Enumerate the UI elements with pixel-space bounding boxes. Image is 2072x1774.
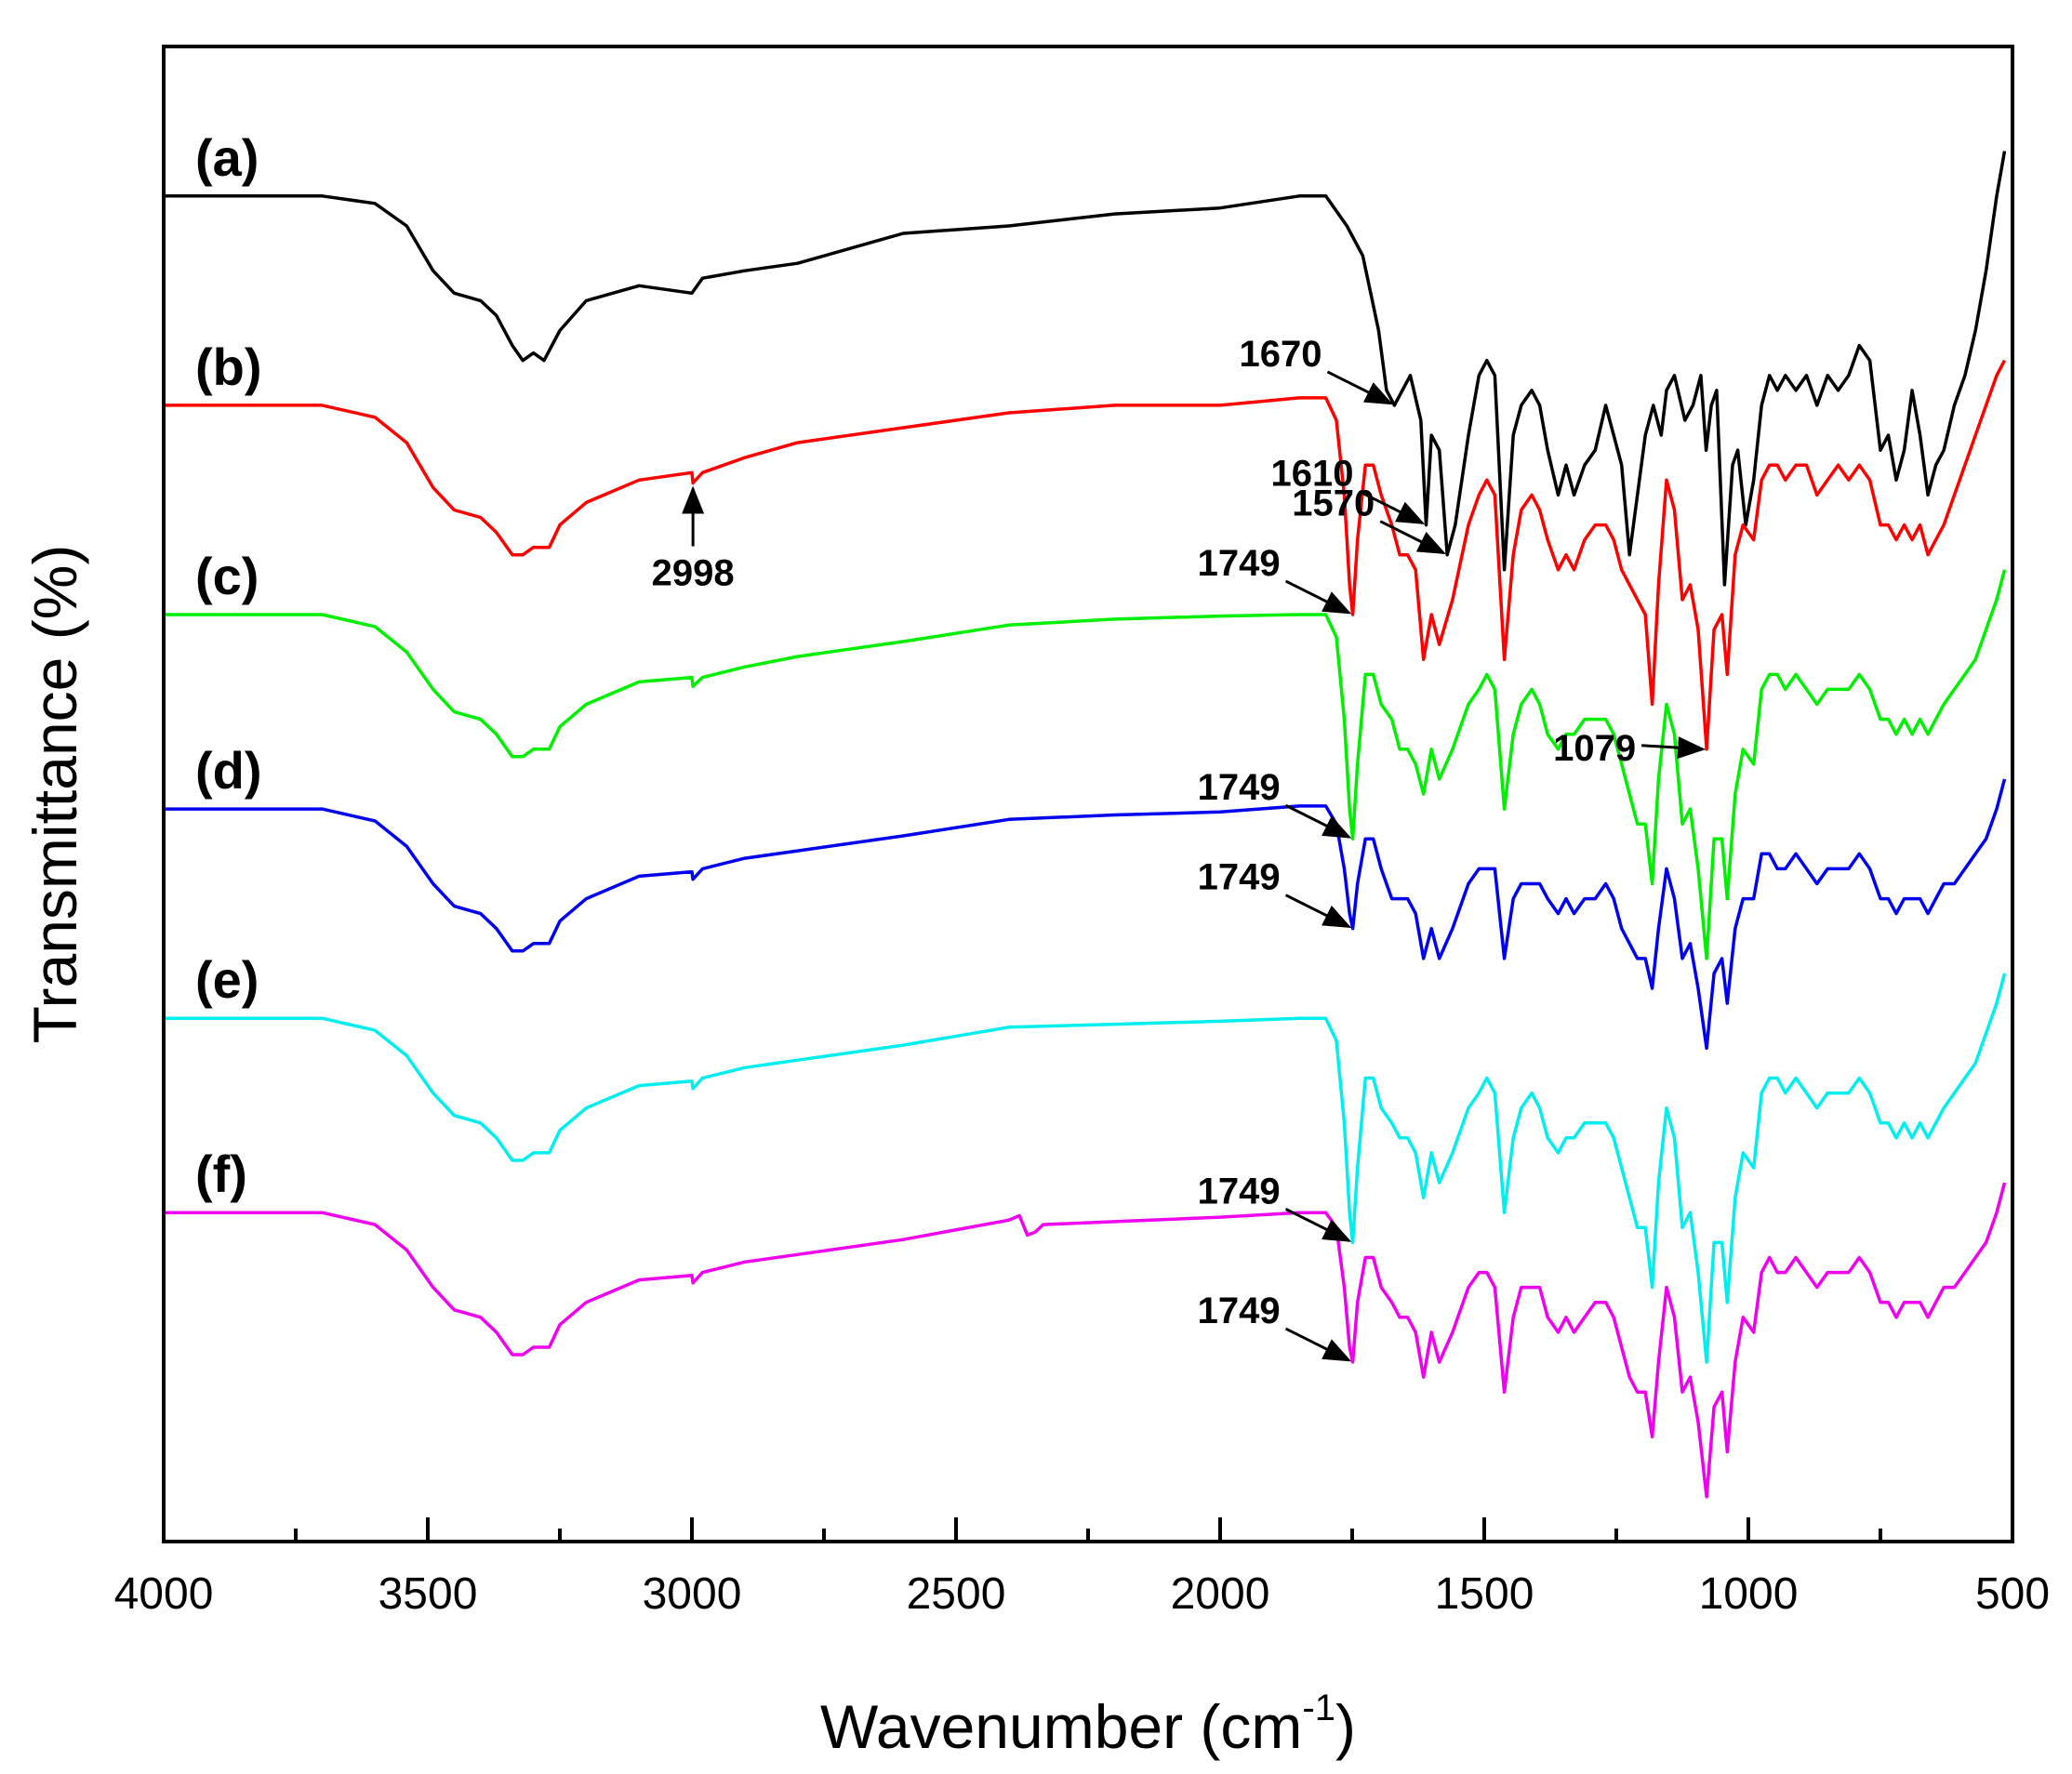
annotation-label: 1749 <box>1198 1291 1281 1331</box>
annotation-arrow <box>1284 894 1352 929</box>
annotation-arrow <box>1379 520 1446 555</box>
annotation-arrow <box>1641 736 1707 760</box>
x-axis-title-close: ) <box>1335 1692 1356 1761</box>
annotation-arrow <box>1284 1327 1352 1362</box>
annotation-arrow <box>1284 1208 1352 1242</box>
annotation-label: 1749 <box>1198 543 1281 584</box>
annotation-arrow <box>1284 579 1352 615</box>
series-label-layer: (a) (b) (c) (d) (e) (f) <box>195 128 262 1203</box>
series-label: (e) <box>195 950 259 1009</box>
x-tick-label: 500 <box>1975 1569 2050 1619</box>
x-tick-label: 2000 <box>1171 1569 1270 1619</box>
annotation-label: 1670 <box>1239 334 1322 375</box>
annotation-label: 1610 <box>1271 454 1354 495</box>
y-axis-title: Transmittance (%) <box>20 545 89 1044</box>
x-axis-title-superscript: -1 <box>1302 1688 1335 1728</box>
annotation-label: 1749 <box>1198 857 1281 898</box>
series-label: (d) <box>195 741 262 800</box>
x-tick-label: 1500 <box>1435 1569 1534 1619</box>
x-tick-label: 3500 <box>379 1569 478 1619</box>
annotation-label: 1570 <box>1292 483 1375 524</box>
x-axis-title: Wavenumber (cm-1) <box>820 1688 1356 1761</box>
annotation-label: 1749 <box>1198 1171 1281 1211</box>
series-label: (c) <box>195 547 259 605</box>
series-line-f <box>164 1182 2007 1499</box>
series-line-a <box>164 151 2007 587</box>
series-label: (b) <box>195 338 262 396</box>
series-label: (f) <box>195 1145 247 1203</box>
series-line-c <box>164 569 2007 960</box>
series-line-e <box>164 973 2007 1364</box>
series-line-d <box>164 778 2007 1051</box>
annotation-label: 2998 <box>652 553 735 594</box>
annotation-arrow <box>1358 490 1426 524</box>
x-tick-label: 3000 <box>643 1569 742 1619</box>
series-layer <box>164 151 2007 1499</box>
x-tick-label: 2500 <box>907 1569 1006 1619</box>
series-line-b <box>164 359 2007 751</box>
annotation-arrow <box>1326 370 1394 405</box>
annotation-label: 1079 <box>1553 728 1636 769</box>
x-axis-ticks: 4000 3500 3000 2500 2000 1500 1000 500 <box>114 1517 2050 1619</box>
annotation-arrow <box>1284 803 1352 839</box>
x-tick-label: 4000 <box>114 1569 214 1619</box>
x-axis-title-main: Wavenumber (cm <box>820 1692 1302 1761</box>
x-tick-label: 1000 <box>1699 1569 1799 1619</box>
annotation-label: 1749 <box>1198 767 1281 808</box>
series-label: (a) <box>195 128 259 187</box>
